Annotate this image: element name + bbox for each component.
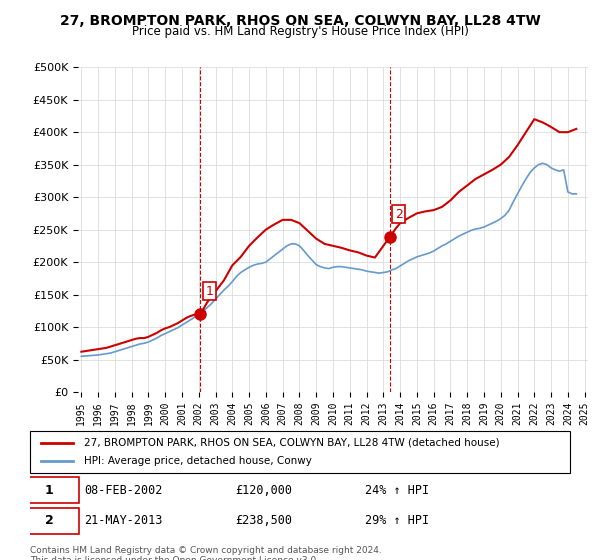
Text: Contains HM Land Registry data © Crown copyright and database right 2024.
This d: Contains HM Land Registry data © Crown c… [30, 546, 382, 560]
FancyBboxPatch shape [19, 477, 79, 503]
Text: 08-FEB-2002: 08-FEB-2002 [84, 484, 163, 497]
Text: HPI: Average price, detached house, Conwy: HPI: Average price, detached house, Conw… [84, 456, 312, 466]
Text: 27, BROMPTON PARK, RHOS ON SEA, COLWYN BAY, LL28 4TW: 27, BROMPTON PARK, RHOS ON SEA, COLWYN B… [59, 14, 541, 28]
Text: 24% ↑ HPI: 24% ↑ HPI [365, 484, 429, 497]
Text: 27, BROMPTON PARK, RHOS ON SEA, COLWYN BAY, LL28 4TW (detached house): 27, BROMPTON PARK, RHOS ON SEA, COLWYN B… [84, 438, 500, 448]
FancyBboxPatch shape [19, 508, 79, 534]
Text: 1: 1 [44, 484, 53, 497]
Text: 1: 1 [205, 284, 214, 297]
Text: £120,000: £120,000 [235, 484, 292, 497]
FancyBboxPatch shape [30, 431, 570, 473]
Text: Price paid vs. HM Land Registry's House Price Index (HPI): Price paid vs. HM Land Registry's House … [131, 25, 469, 38]
Text: 21-MAY-2013: 21-MAY-2013 [84, 515, 163, 528]
Text: 2: 2 [395, 208, 403, 221]
Text: 29% ↑ HPI: 29% ↑ HPI [365, 515, 429, 528]
Text: £238,500: £238,500 [235, 515, 292, 528]
Text: 2: 2 [44, 515, 53, 528]
